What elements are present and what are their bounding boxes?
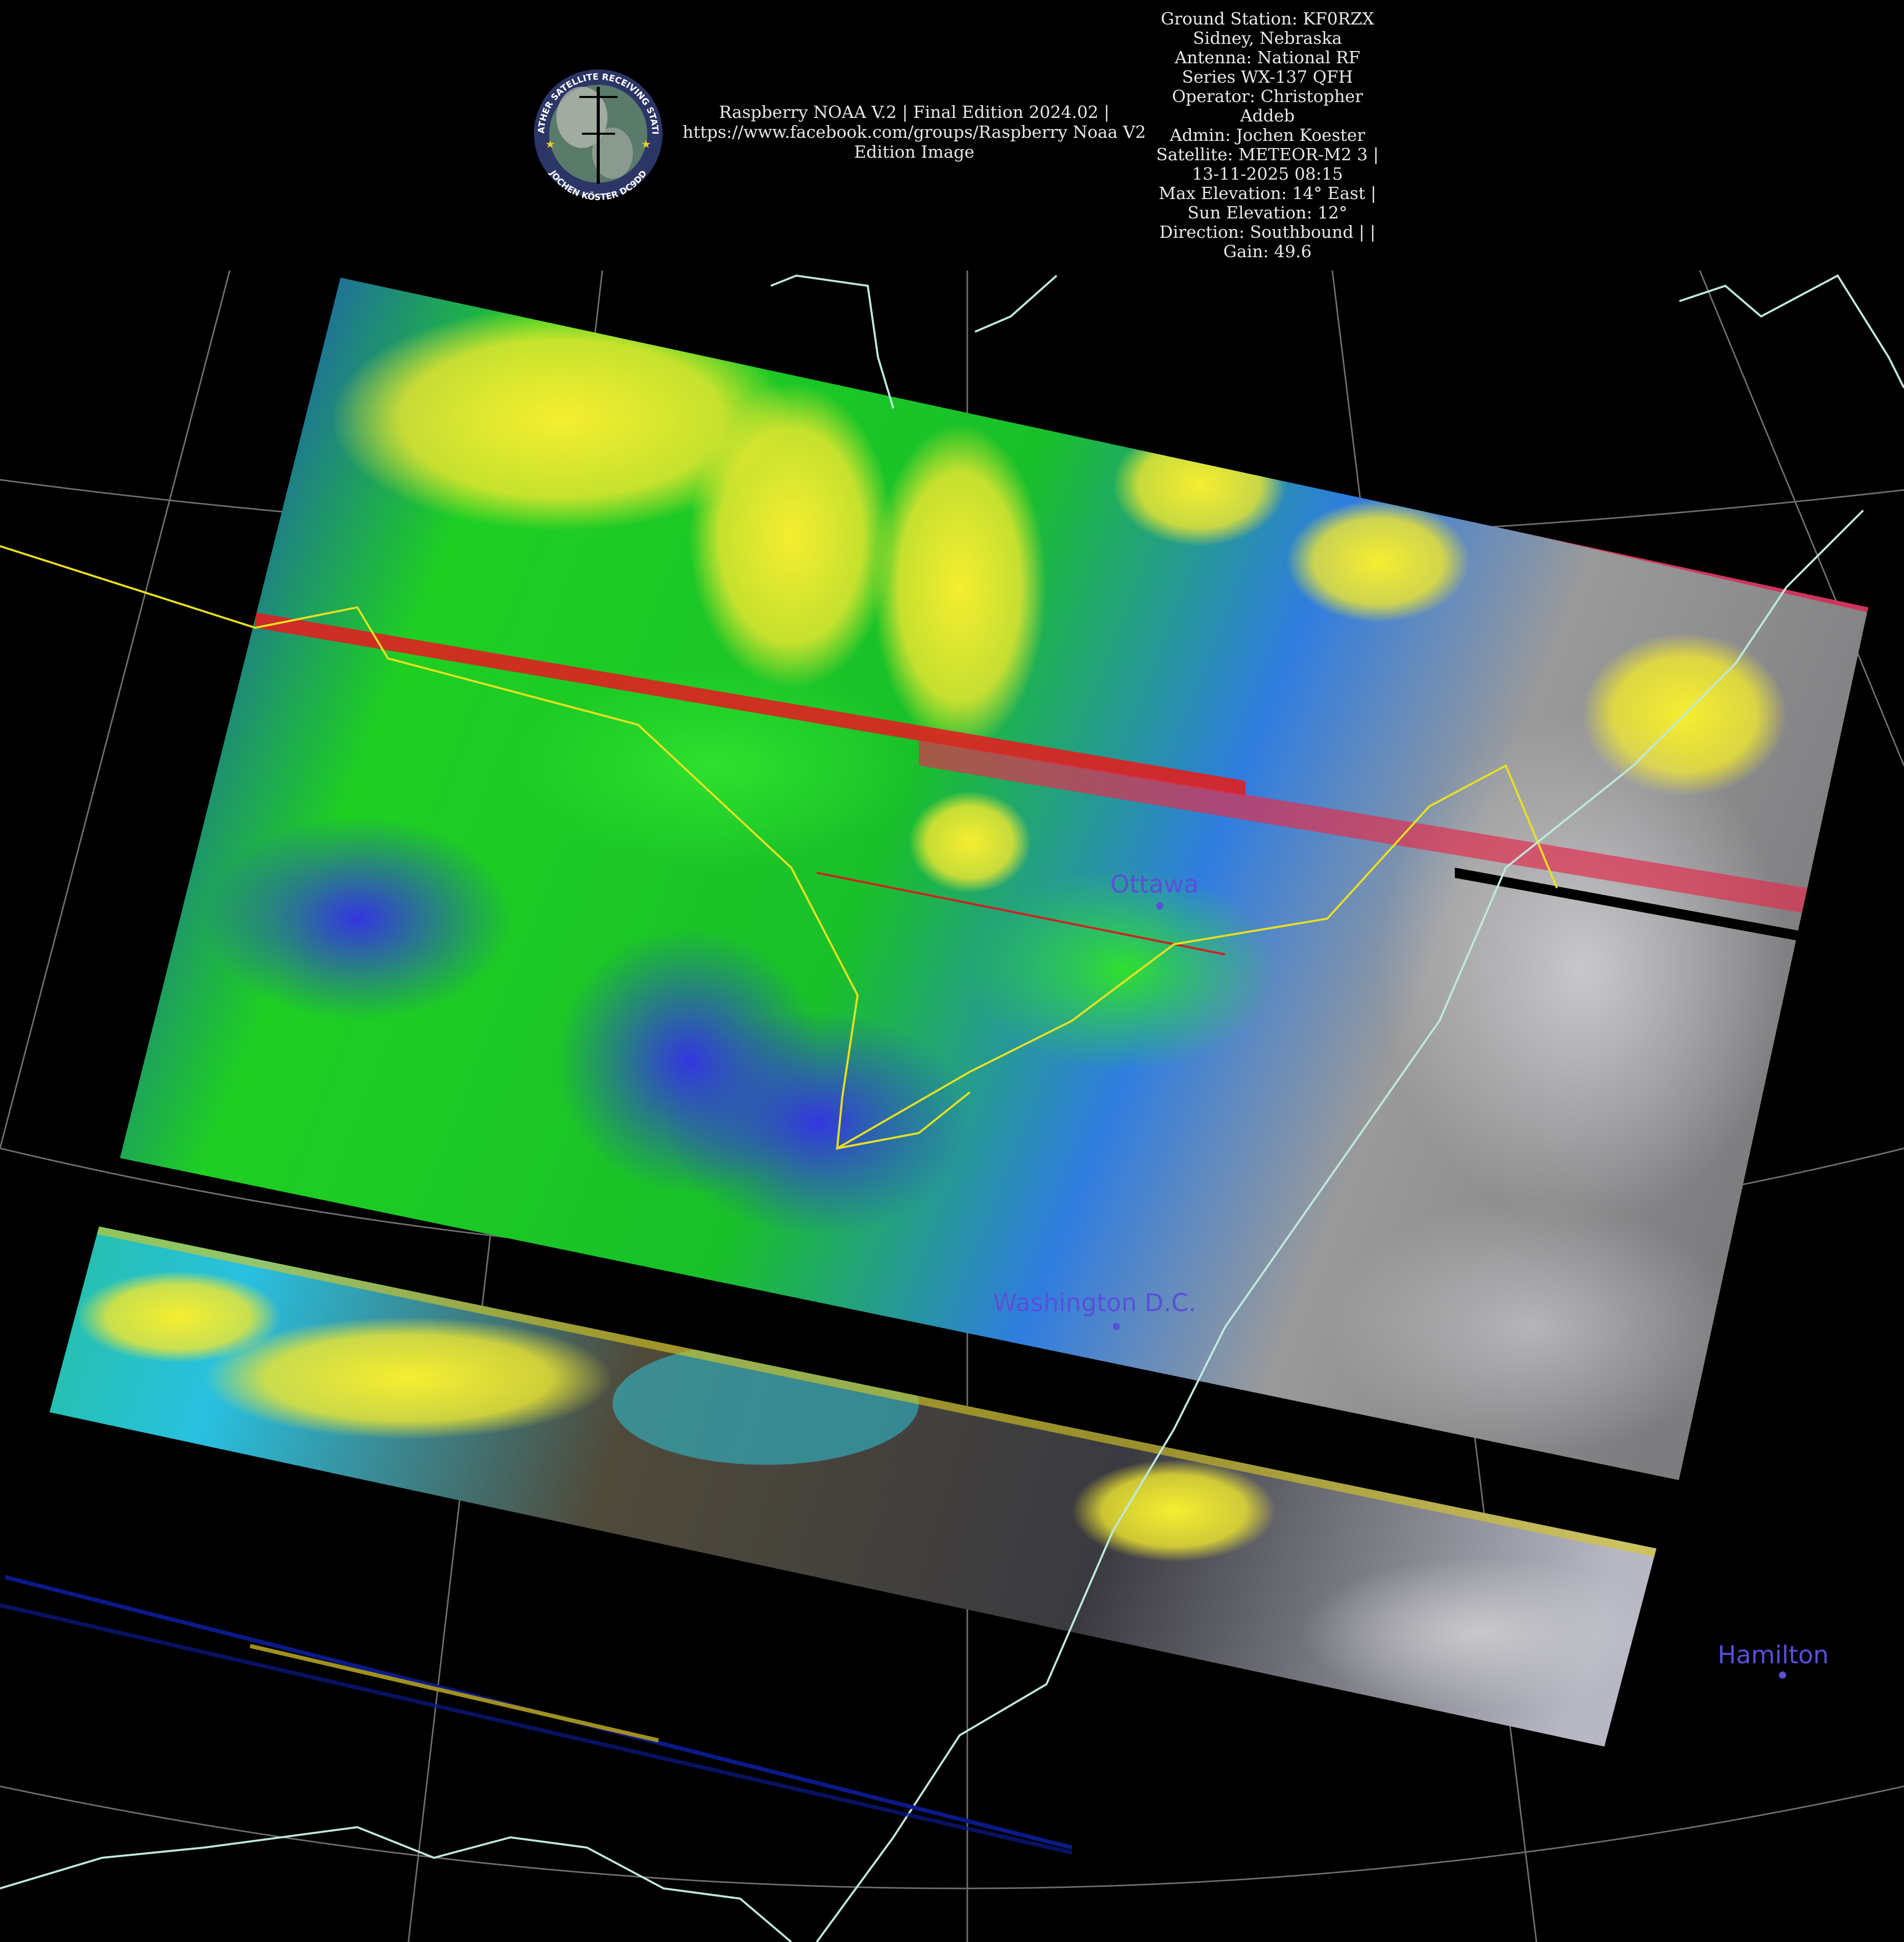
ground-station: Ground Station: KF0RZX bbox=[1160, 9, 1375, 29]
operator: Operator: Christopher bbox=[1171, 86, 1363, 106]
operator-name: Addeb bbox=[1240, 106, 1295, 126]
satellite: Satellite: METEOR-M2 3 | bbox=[1156, 144, 1379, 164]
city-marker-hamilton bbox=[1779, 1671, 1786, 1679]
admin: Admin: Jochen Koester bbox=[1169, 125, 1365, 145]
star-icon: ★ bbox=[545, 138, 555, 151]
city-marker-ottawa bbox=[1156, 902, 1163, 909]
city-marker-washington bbox=[1113, 1323, 1120, 1330]
software-credit: Raspberry NOAA V.2 | Final Edition 2024.… bbox=[659, 102, 1169, 162]
star-icon: ★ bbox=[641, 138, 651, 151]
antenna: Antenna: National RF bbox=[1175, 47, 1360, 67]
location: Sidney, Nebraska bbox=[1193, 28, 1342, 48]
credit-line: Edition Image bbox=[854, 142, 974, 162]
credit-url: https://www.facebook.com/groups/Raspberr… bbox=[682, 122, 1146, 142]
ground-track bbox=[0, 1575, 1072, 1855]
credit-line: Raspberry NOAA V.2 | Final Edition 2024.… bbox=[719, 102, 1110, 122]
pass-info: Ground Station: KF0RZX Sidney, Nebraska … bbox=[1114, 9, 1421, 261]
station-logo: WEATHER SATELLITE RECEIVING STATION JOCH… bbox=[0, 0, 663, 203]
gain: Gain: 49.6 bbox=[1223, 241, 1312, 261]
max-elevation: Max Elevation: 14° East | bbox=[1158, 183, 1377, 203]
city-label-ottawa: Ottawa bbox=[1110, 870, 1199, 899]
direction: Direction: Southbound | | bbox=[1159, 222, 1376, 242]
antenna-series: Series WX-137 QFH bbox=[1182, 67, 1353, 87]
sun-elevation: Sun Elevation: 12° bbox=[1187, 203, 1348, 223]
city-label-hamilton: Hamilton bbox=[1718, 1641, 1829, 1669]
political-borders bbox=[0, 545, 1558, 1150]
city-label-washington: Washington D.C. bbox=[993, 1289, 1197, 1317]
pass-datetime: 13-11-2025 08:15 bbox=[1192, 164, 1343, 184]
coastlines bbox=[0, 274, 1904, 1942]
